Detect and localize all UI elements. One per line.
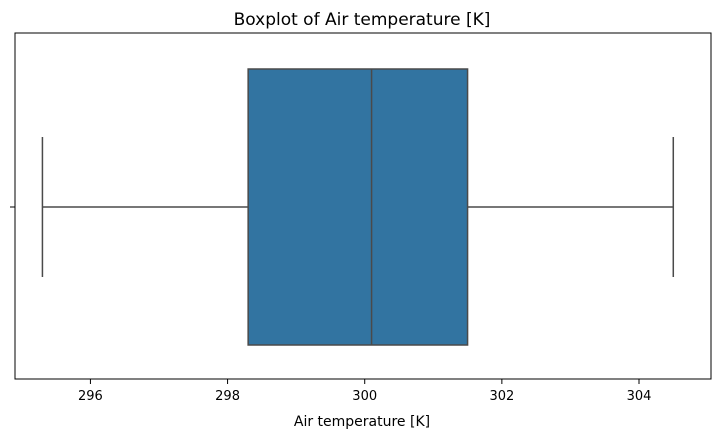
x-tick-label: 304	[627, 389, 652, 404]
x-tick-label: 296	[78, 389, 103, 404]
chart-title: Boxplot of Air temperature [K]	[234, 10, 491, 30]
x-tick-label: 300	[352, 389, 377, 404]
x-axis: 296 298 300 302 304	[10, 206, 652, 404]
plot-area	[41, 68, 675, 346]
x-tick-label: 302	[489, 389, 514, 404]
iqr-box	[247, 68, 469, 346]
axes-frame	[14, 32, 712, 380]
x-tick-label: 298	[215, 389, 240, 404]
x-axis-label: Air temperature [K]	[294, 414, 430, 430]
